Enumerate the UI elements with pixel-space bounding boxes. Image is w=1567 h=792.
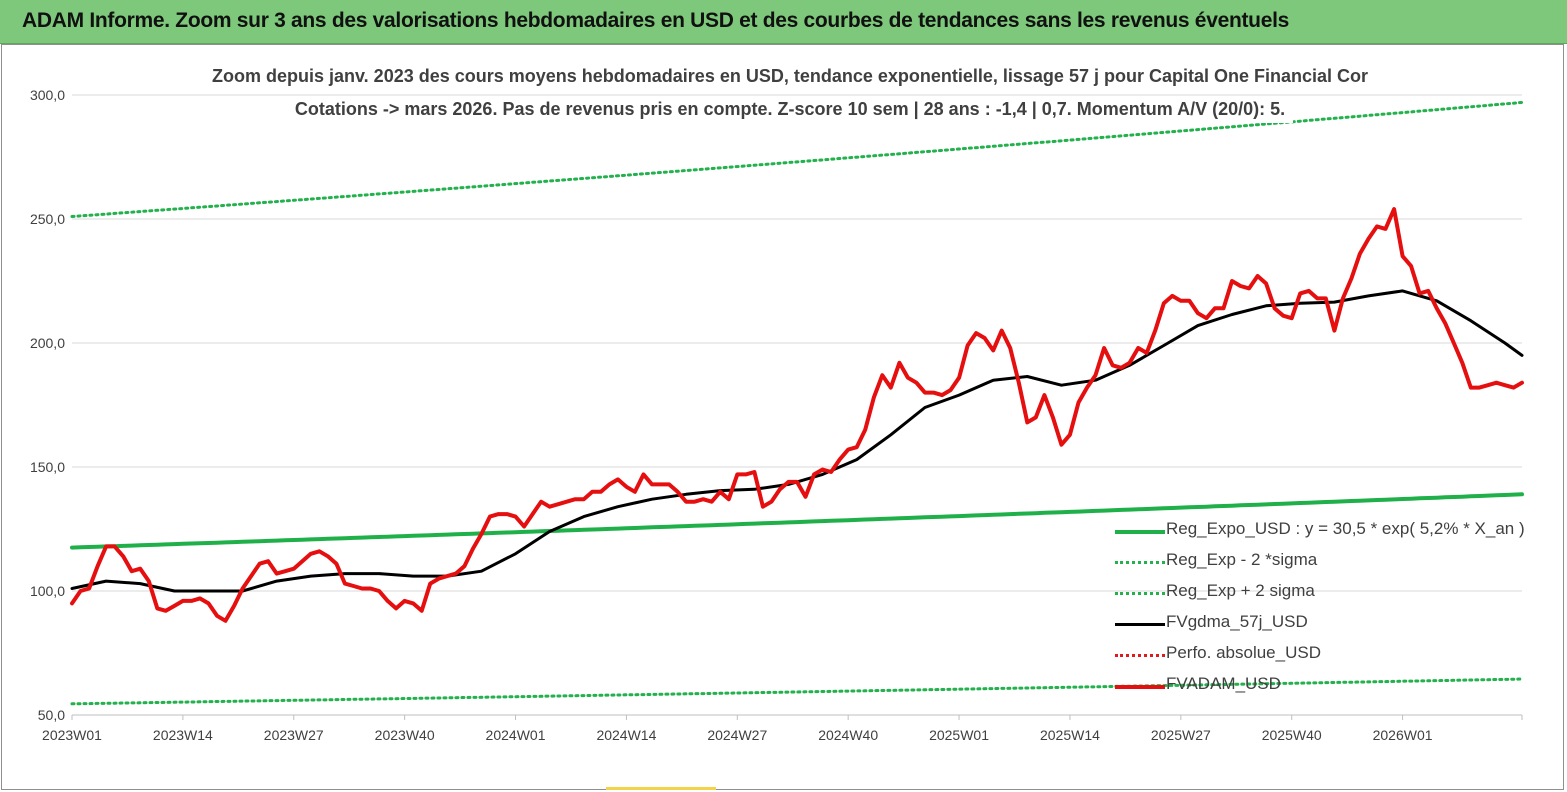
x-tick-label: 2024W27 — [707, 727, 767, 743]
x-tick-label: 2023W14 — [153, 727, 213, 743]
legend-label: Reg_Expo_USD : y = 30,5 * exp( 5,2% * X_… — [1166, 519, 1525, 538]
x-tick-label: 2025W27 — [1151, 727, 1211, 743]
y-tick-label: 200,0 — [30, 335, 65, 351]
chart-title: Zoom depuis janv. 2023 des cours moyens … — [212, 66, 1368, 86]
x-tick-label: 2025W14 — [1040, 727, 1100, 743]
legend-label: FVADAM_USD — [1166, 674, 1281, 693]
report-title: ADAM Informe. Zoom sur 3 ans des valoris… — [22, 9, 1289, 32]
x-tick-label: 2024W40 — [818, 727, 878, 743]
x-tick-label: 2025W01 — [929, 727, 989, 743]
series-line-1 — [70, 677, 1524, 706]
title-background — [286, 97, 1294, 123]
series-line-5 — [70, 207, 1524, 623]
chart-frame — [1, 44, 1564, 790]
y-tick-label: 50,0 — [38, 707, 65, 723]
x-tick-label: 2023W27 — [264, 727, 324, 743]
legend-item: FVgdma_57j_USD — [1112, 609, 1542, 640]
legend-swatch — [1115, 592, 1165, 595]
series-line-3 — [70, 289, 1524, 593]
x-tick-label: 2024W14 — [596, 727, 656, 743]
chart-legend: Reg_Expo_USD : y = 30,5 * exp( 5,2% * X_… — [1112, 516, 1542, 702]
legend-swatch — [1115, 561, 1165, 564]
y-tick-label: 100,0 — [30, 583, 65, 599]
chart-subtitle: Cotations -> mars 2026. Pas de revenus p… — [294, 99, 1286, 119]
legend-swatch — [1115, 530, 1165, 534]
y-tick-label: 150,0 — [30, 459, 65, 475]
x-tick-label: 2025W40 — [1262, 727, 1322, 743]
legend-item: Reg_Exp + 2 sigma — [1112, 578, 1542, 609]
x-tick-label: 2026W01 — [1373, 727, 1433, 743]
x-tick-label: 2023W40 — [375, 727, 435, 743]
x-tick-label: 2024W01 — [486, 727, 546, 743]
legend-swatch — [1115, 623, 1165, 626]
legend-item: Reg_Expo_USD : y = 30,5 * exp( 5,2% * X_… — [1112, 516, 1542, 547]
legend-item: Reg_Exp - 2 *sigma — [1112, 547, 1542, 578]
legend-item: Perfo. absolue_USD — [1112, 640, 1542, 671]
legend-label: Reg_Exp + 2 sigma — [1166, 581, 1315, 600]
legend-swatch — [1115, 654, 1165, 657]
series-line-0 — [70, 492, 1524, 550]
x-tick-label: 2023W01 — [42, 727, 102, 743]
title-background — [204, 64, 1376, 90]
header-banner: ADAM Informe. Zoom sur 3 ans des valoris… — [0, 0, 1567, 44]
legend-item: FVADAM_USD — [1112, 671, 1542, 702]
legend-label: FVgdma_57j_USD — [1166, 612, 1308, 631]
legend-swatch — [1115, 685, 1165, 689]
legend-label: Perfo. absolue_USD — [1166, 643, 1321, 662]
y-tick-label: 250,0 — [30, 211, 65, 227]
legend-label: Reg_Exp - 2 *sigma — [1166, 550, 1318, 569]
y-tick-label: 300,0 — [30, 87, 65, 103]
frame-accent — [606, 787, 716, 790]
